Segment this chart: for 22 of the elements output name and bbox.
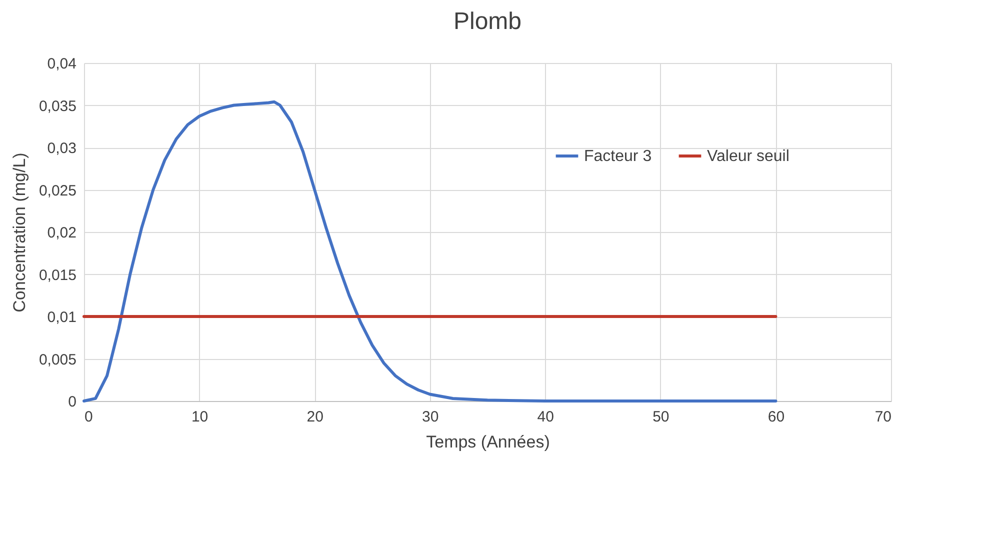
chart-title: Plomb <box>453 8 522 35</box>
y-axis-title: Concentration (mg/L) <box>10 152 29 312</box>
x-tick-label: 20 <box>306 408 324 426</box>
y-tick-label: 0,02 <box>47 224 76 242</box>
y-tick-label: 0,04 <box>47 56 76 72</box>
y-tick-label: 0,035 <box>38 98 76 115</box>
legend-label: Facteur 3 <box>584 148 652 165</box>
x-tick-label: 40 <box>537 408 554 426</box>
y-tick-label: 0,005 <box>38 351 76 368</box>
x-tick-label: 30 <box>422 408 439 426</box>
y-tick-label: 0 <box>68 394 76 410</box>
y-tick-label: 0,015 <box>38 266 76 284</box>
x-tick-label: 70 <box>874 408 892 426</box>
y-tick-label: 0,025 <box>38 182 76 200</box>
x-tick-label: 60 <box>768 408 785 426</box>
y-tick-label: 0,01 <box>47 309 76 326</box>
legend-label: Valeur seuil <box>707 148 790 165</box>
x-axis-title: Temps (Années) <box>426 432 550 452</box>
y-tick-label: 0,03 <box>47 140 76 157</box>
x-tick-label: 10 <box>191 408 208 426</box>
x-tick-label: 50 <box>652 408 670 426</box>
x-tick-label: 0 <box>84 408 93 426</box>
